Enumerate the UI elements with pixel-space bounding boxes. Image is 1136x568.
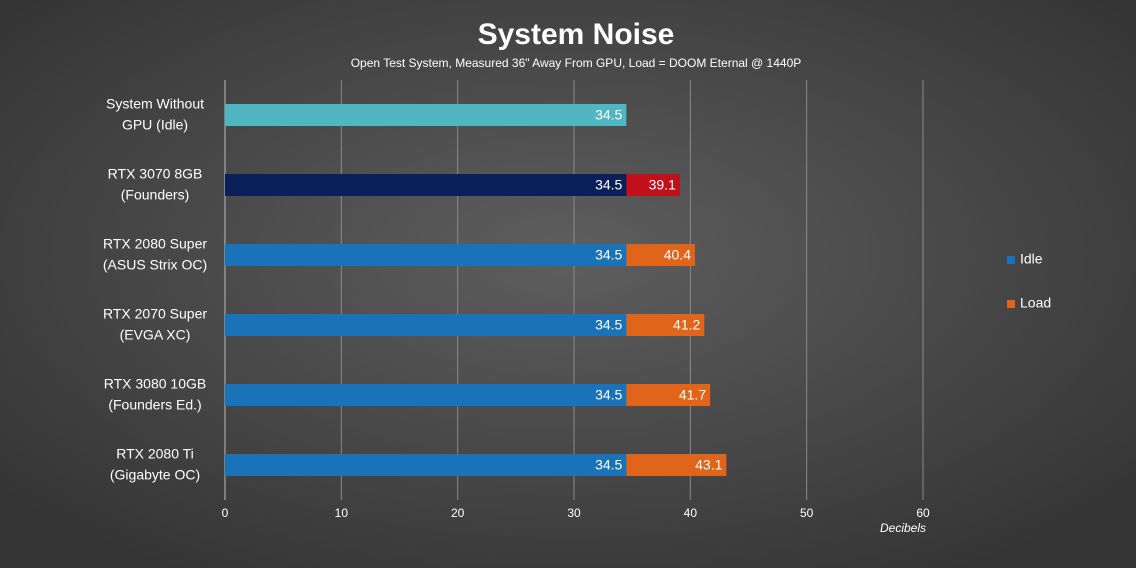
- data-label: 34.5: [595, 457, 622, 473]
- y-tick-line: (EVGA XC): [120, 326, 191, 342]
- y-tick-line: RTX 2080 Super: [103, 235, 207, 251]
- y-tick-label: System Without GPU (Idle): [106, 95, 204, 132]
- data-label: 34.5: [595, 317, 622, 333]
- data-label: 41.7: [679, 387, 706, 403]
- legend-swatch: [1007, 300, 1015, 308]
- bar: [225, 314, 627, 336]
- bar: [225, 104, 627, 126]
- data-label: 34.5: [595, 247, 622, 263]
- x-tick-label: 60: [916, 506, 930, 520]
- legend-label: Load: [1020, 295, 1051, 311]
- x-tick-label: 30: [567, 506, 581, 520]
- x-tick-label: 20: [451, 506, 465, 520]
- x-tick-label: 0: [222, 506, 229, 520]
- data-label: 41.2: [673, 317, 700, 333]
- legend-label: Idle: [1020, 251, 1043, 267]
- data-label: 34.5: [595, 177, 622, 193]
- y-tick-line: RTX 2070 Super: [103, 305, 207, 321]
- bar: [225, 384, 627, 406]
- data-label: 40.4: [664, 247, 691, 263]
- legend-swatch: [1007, 256, 1015, 264]
- y-tick-line: RTX 2080 Ti: [116, 445, 194, 461]
- data-label: 39.1: [649, 177, 676, 193]
- y-tick-label: RTX 2070 Super (EVGA XC): [103, 305, 207, 342]
- bar: [225, 454, 627, 476]
- y-tick-line: RTX 3070 8GB: [108, 165, 203, 181]
- bar: [225, 244, 627, 266]
- chart-title: System Noise: [478, 18, 675, 51]
- bar: [225, 174, 627, 196]
- y-tick-label: RTX 2080 Super (ASUS Strix OC): [103, 235, 207, 272]
- y-tick-line: (Gigabyte OC): [110, 466, 200, 482]
- y-tick-line: (ASUS Strix OC): [103, 256, 207, 272]
- chart-subtitle: Open Test System, Measured 36" Away From…: [351, 56, 802, 70]
- y-tick-line: GPU (Idle): [122, 116, 188, 132]
- y-tick-line: (Founders): [121, 186, 189, 202]
- x-tick-label: 10: [335, 506, 349, 520]
- y-tick-line: System Without: [106, 95, 204, 111]
- data-label: 34.5: [595, 387, 622, 403]
- y-tick-label: RTX 3070 8GB (Founders): [108, 165, 203, 202]
- y-tick-line: (Founders Ed.): [108, 396, 201, 412]
- y-tick-label: RTX 2080 Ti (Gigabyte OC): [110, 445, 200, 482]
- y-tick-label: RTX 3080 10GB (Founders Ed.): [104, 375, 206, 412]
- data-label: 43.1: [695, 457, 722, 473]
- y-tick-line: RTX 3080 10GB: [104, 375, 206, 391]
- x-tick-label: 40: [684, 506, 698, 520]
- x-tick-label: 50: [800, 506, 814, 520]
- data-label: 34.5: [595, 107, 622, 123]
- x-axis-label: Decibels: [880, 521, 926, 535]
